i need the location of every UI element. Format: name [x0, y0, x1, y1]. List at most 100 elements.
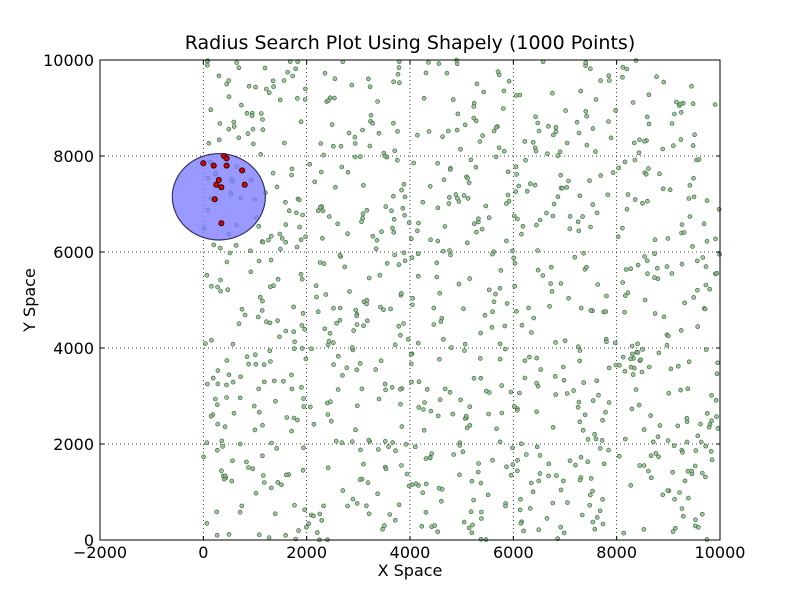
data-point	[222, 424, 228, 430]
data-point	[677, 490, 682, 495]
data-point	[691, 295, 697, 300]
data-point	[332, 76, 338, 81]
data-point	[313, 283, 319, 289]
data-point	[289, 386, 295, 392]
data-point	[307, 404, 313, 410]
data-point	[322, 326, 328, 332]
data-point	[359, 386, 365, 392]
data-point	[668, 366, 674, 372]
data-point	[555, 194, 561, 200]
data-point	[442, 224, 448, 229]
data-point	[427, 184, 433, 189]
data-point	[289, 172, 294, 178]
data-point	[455, 195, 460, 201]
data-point	[606, 400, 612, 405]
data-point	[382, 523, 387, 528]
data-point	[622, 309, 627, 315]
data-point	[458, 397, 463, 403]
data-point	[326, 338, 332, 344]
data-point	[401, 181, 407, 187]
data-point	[364, 503, 369, 509]
data-point	[277, 231, 283, 237]
data-point	[366, 275, 372, 281]
data-point	[402, 212, 407, 218]
data-point	[391, 120, 396, 126]
hit-point	[200, 160, 207, 167]
data-point	[224, 81, 229, 87]
data-point	[291, 346, 297, 352]
data-point	[558, 281, 564, 286]
data-point	[270, 170, 276, 176]
data-point	[448, 252, 453, 258]
data-point	[350, 496, 356, 502]
data-point	[678, 387, 683, 393]
data-point	[215, 447, 220, 453]
data-point	[590, 488, 595, 494]
data-point	[613, 108, 618, 113]
data-point	[260, 239, 266, 245]
data-point	[587, 492, 593, 498]
data-point	[461, 306, 466, 312]
data-point	[307, 161, 313, 167]
data-point	[508, 472, 514, 478]
data-point	[564, 140, 570, 146]
data-point	[584, 142, 590, 148]
data-point	[489, 325, 495, 330]
data-point	[283, 240, 289, 245]
data-point	[388, 306, 393, 312]
data-point	[682, 300, 687, 306]
data-point	[219, 438, 225, 444]
data-point	[622, 368, 628, 374]
data-point	[268, 233, 274, 239]
data-point	[576, 228, 582, 234]
data-point	[312, 179, 318, 185]
data-point	[432, 523, 438, 528]
data-point	[577, 358, 583, 364]
data-point	[511, 255, 517, 261]
data-point	[225, 287, 230, 293]
data-point	[681, 230, 687, 235]
data-point	[236, 321, 242, 327]
data-point	[510, 462, 516, 467]
data-point	[622, 159, 628, 165]
data-point	[214, 509, 219, 515]
data-point	[401, 321, 406, 326]
data-point	[383, 204, 389, 209]
data-point	[462, 122, 468, 128]
data-point	[566, 178, 571, 184]
y-tick-label: 2000	[53, 435, 94, 454]
data-point	[506, 78, 512, 84]
data-point	[268, 485, 274, 491]
data-point	[353, 427, 358, 433]
data-point	[471, 497, 476, 503]
data-point	[268, 359, 273, 364]
data-point	[321, 261, 327, 266]
data-point	[281, 140, 287, 146]
data-point	[261, 480, 267, 485]
data-point	[261, 379, 267, 385]
data-point	[471, 115, 477, 121]
data-point	[382, 438, 388, 444]
data-point	[304, 524, 309, 530]
data-point	[317, 260, 323, 265]
data-point	[567, 214, 573, 219]
data-point	[289, 166, 295, 172]
data-point	[624, 66, 630, 72]
data-point	[458, 147, 463, 152]
data-point	[349, 439, 355, 445]
data-point	[512, 283, 518, 289]
data-point	[373, 367, 379, 372]
data-point	[349, 345, 355, 350]
data-point	[715, 360, 720, 366]
data-point	[204, 440, 210, 446]
data-point	[364, 301, 369, 307]
data-point	[613, 362, 619, 368]
data-point	[660, 146, 666, 152]
data-point	[286, 208, 292, 213]
data-point	[700, 255, 706, 260]
data-point	[216, 137, 222, 143]
data-point	[606, 447, 611, 453]
data-point	[519, 322, 525, 328]
data-point	[536, 128, 542, 134]
data-point	[546, 473, 551, 479]
